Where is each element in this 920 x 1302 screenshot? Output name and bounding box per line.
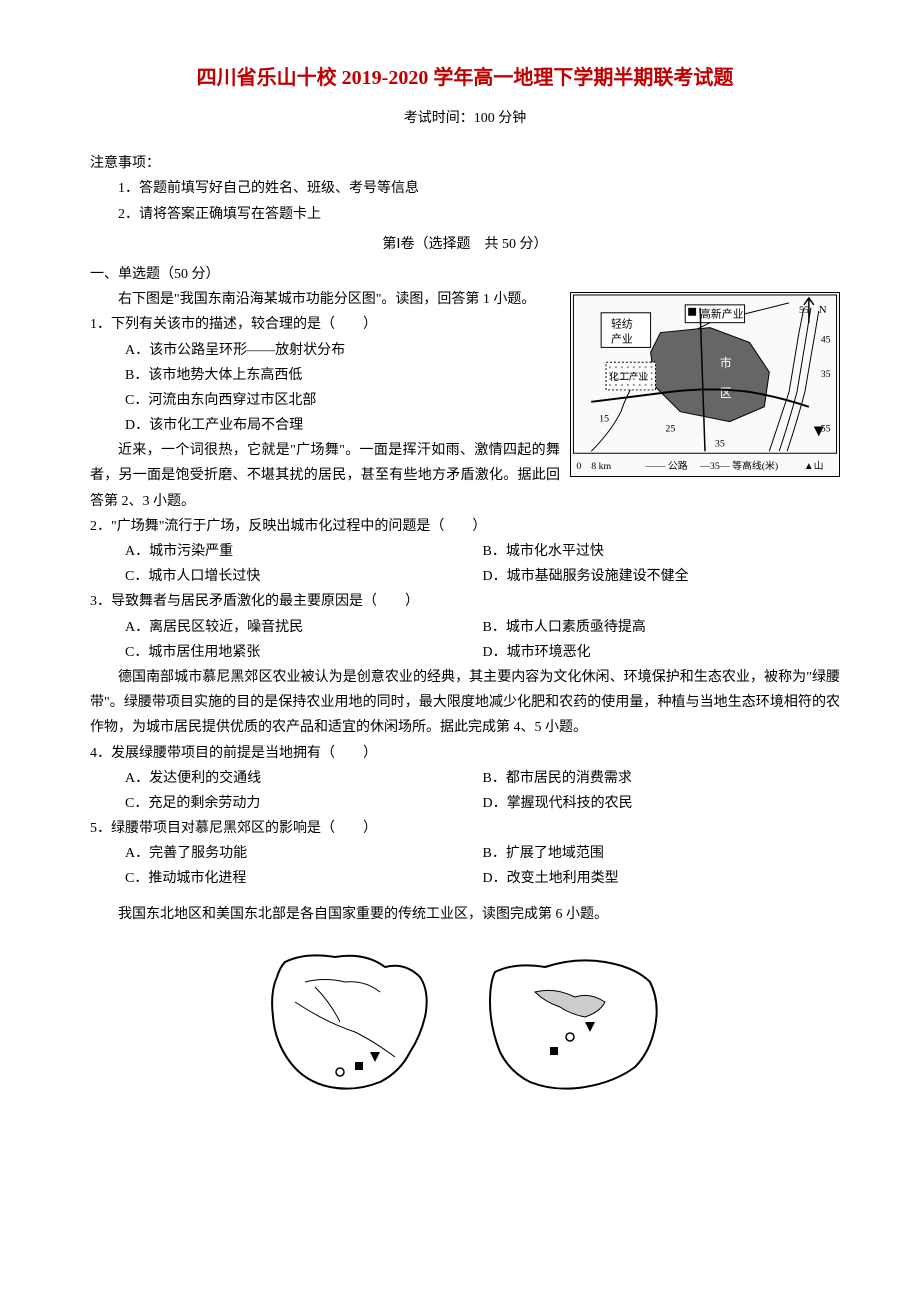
- q3-opt-d: D．城市环境恶化: [483, 640, 841, 665]
- q4-opt-a: A．发达便利的交通线: [125, 766, 483, 791]
- usa-square-marker: [550, 1047, 558, 1055]
- contour-label-45: 45: [821, 335, 831, 346]
- contour-label-55a: 55: [799, 305, 809, 316]
- contour-label-25: 25: [665, 424, 675, 435]
- section-1-header: 第Ⅰ卷（选择题 共 50 分）: [90, 232, 840, 257]
- q3-opt-c: C．城市居住用地紧张: [125, 640, 483, 665]
- contour-label-35: 35: [821, 369, 831, 380]
- maps-container: [90, 942, 840, 1112]
- q4-stem: 4．发展绿腰带项目的前提是当地拥有（ ）: [90, 741, 840, 766]
- q2-opt-c: C．城市人口增长过快: [125, 564, 483, 589]
- legend-road: —— 公路: [645, 459, 688, 472]
- city-label-qu: 区: [720, 386, 732, 400]
- q2-stem: 2．"广场舞"流行于广场，反映出城市化过程中的问题是（ ）: [90, 514, 840, 539]
- north-label: N: [819, 304, 827, 316]
- city-label-shi: 市: [720, 356, 732, 370]
- china-square-marker: [355, 1062, 363, 1070]
- instruction-2: 2．请将答案正确填写在答题卡上: [90, 202, 840, 227]
- q4-opt-b: B．都市居民的消费需求: [483, 766, 841, 791]
- huagong-label: 化工产业: [609, 370, 649, 383]
- q5-opt-b: B．扩展了地域范围: [483, 841, 841, 866]
- qingfang-label: 轻纺: [611, 317, 633, 331]
- part-1-heading: 一、单选题（50 分）: [90, 262, 840, 287]
- q5-opt-a: A．完善了服务功能: [125, 841, 483, 866]
- q5-stem: 5．绿腰带项目对慕尼黑郊区的影响是（ ）: [90, 816, 840, 841]
- gaoxin-marker: [688, 308, 696, 316]
- q3-options: A．离居民区较近，噪音扰民 B．城市人口素质亟待提高 C．城市居住用地紧张 D．…: [90, 615, 840, 665]
- q5-opt-c: C．推动城市化进程: [125, 866, 483, 891]
- q5-options: A．完善了服务功能 B．扩展了地域范围 C．推动城市化进程 D．改变土地利用类型: [90, 841, 840, 891]
- map-china-northeast: [255, 942, 455, 1112]
- city-zoning-svg: N 55 45 35 55 15 25 35 市 区 轻纺 产业 高新产业: [571, 293, 839, 476]
- china-ne-outline: [272, 955, 427, 1088]
- legend-scale: 0 8 km: [576, 461, 611, 472]
- passage-q6: 我国东北地区和美国东北部是各自国家重要的传统工业区，读图完成第 6 小题。: [90, 902, 840, 927]
- q2-opt-d: D．城市基础服务设施建设不健全: [483, 564, 841, 589]
- usa-ne-outline: [490, 960, 657, 1088]
- notice-heading: 注意事项：: [90, 151, 840, 176]
- gaoxin-label: 高新产业: [700, 307, 744, 321]
- q3-stem: 3．导致舞者与居民矛盾激化的最主要原因是（ ）: [90, 589, 840, 614]
- exam-duration: 考试时间：100 分钟: [90, 106, 840, 131]
- q4-opt-c: C．充足的剩余劳动力: [125, 791, 483, 816]
- figure-city-zoning: N 55 45 35 55 15 25 35 市 区 轻纺 产业 高新产业: [570, 292, 840, 477]
- instruction-1: 1．答题前填写好自己的姓名、班级、考号等信息: [90, 176, 840, 201]
- legend-contour: —35— 等高线(米): [699, 459, 778, 472]
- passage-q4-5: 德国南部城市慕尼黑郊区农业被认为是创意农业的经典，其主要内容为文化休闲、环境保护…: [90, 665, 840, 741]
- chanye-label: 产业: [611, 332, 633, 346]
- q2-options: A．城市污染严重 B．城市化水平过快 C．城市人口增长过快 D．城市基础服务设施…: [90, 539, 840, 589]
- q3-opt-b: B．城市人口素质亟待提高: [483, 615, 841, 640]
- q3-opt-a: A．离居民区较近，噪音扰民: [125, 615, 483, 640]
- contour-label-15: 15: [599, 414, 609, 425]
- q4-opt-d: D．掌握现代科技的农民: [483, 791, 841, 816]
- q5-opt-d: D．改变土地利用类型: [483, 866, 841, 891]
- map-usa-northeast: [475, 942, 675, 1112]
- page-title: 四川省乐山十校 2019-2020 学年高一地理下学期半期联考试题: [90, 60, 840, 96]
- q2-opt-b: B．城市化水平过快: [483, 539, 841, 564]
- contour-label-35b: 35: [715, 438, 725, 449]
- q4-options: A．发达便利的交通线 B．都市居民的消费需求 C．充足的剩余劳动力 D．掌握现代…: [90, 766, 840, 816]
- q2-opt-a: A．城市污染严重: [125, 539, 483, 564]
- legend-mountain: ▲山: [804, 460, 824, 472]
